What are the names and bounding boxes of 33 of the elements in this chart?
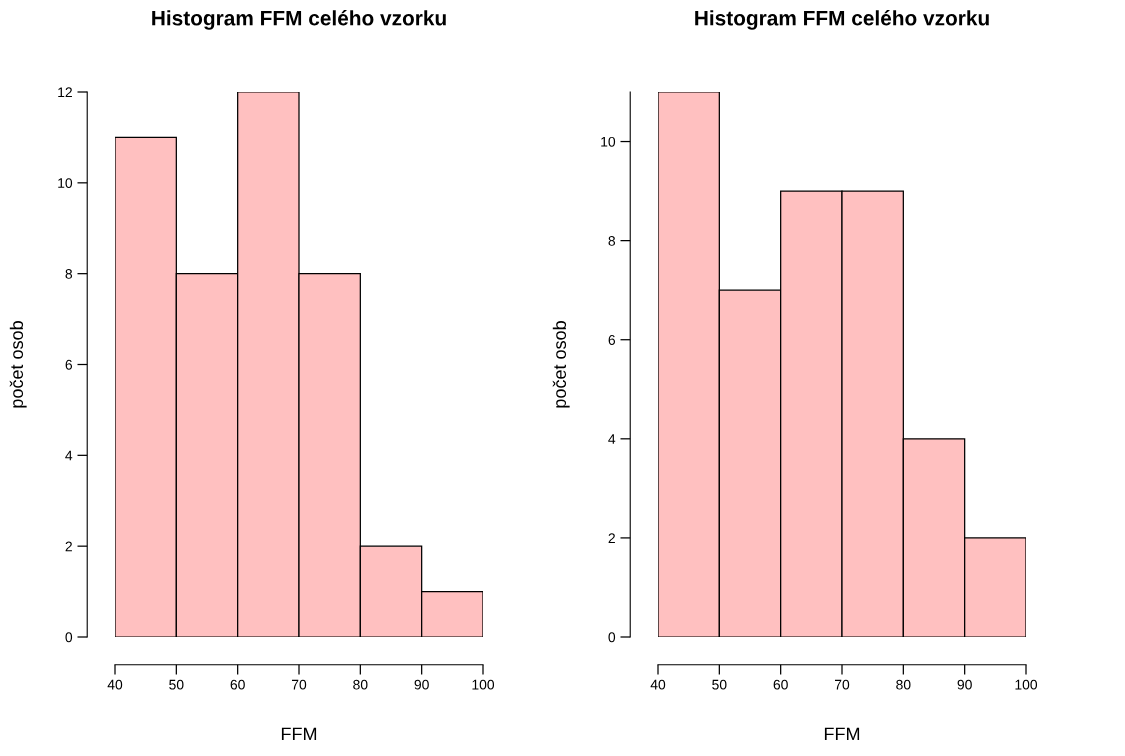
chart-title: Histogram FFM celého vzorku [152, 10, 446, 30]
y-tick-label: 6 [65, 359, 73, 370]
y-tick-label: 8 [608, 235, 616, 246]
x-tick-label: 60 [230, 679, 245, 690]
x-tick-label: 70 [291, 679, 307, 690]
x-tick-label: 50 [169, 679, 184, 690]
x-tick-label: 70 [834, 679, 850, 690]
x-tick-label: 100 [472, 679, 495, 690]
y-tick-label: 2 [608, 533, 615, 543]
x-tick-label: 40 [650, 679, 666, 690]
y-tick-label: 10 [601, 136, 616, 147]
y-tick-label: 10 [58, 178, 73, 188]
y-axis-title: počet osob [9, 321, 27, 408]
x-tick-label: 80 [896, 679, 911, 690]
y-tick-label: 0 [65, 632, 73, 643]
x-tick-label: 100 [1015, 679, 1038, 690]
y-tick-label: 0 [608, 632, 616, 643]
x-tick-label: 90 [414, 679, 429, 690]
x-tick-label: 80 [353, 679, 368, 690]
x-tick-label: 40 [107, 679, 123, 690]
y-tick-label: 8 [65, 269, 73, 279]
y-tick-label: 4 [65, 450, 73, 461]
x-tick-label: 60 [773, 679, 788, 690]
x-tick-label: 90 [957, 679, 972, 690]
y-tick-label: 2 [65, 541, 72, 552]
y-tick-label: 4 [608, 434, 616, 444]
x-axis-title: FFM [281, 727, 317, 741]
y-axis-title: počet osob [552, 321, 570, 408]
x-axis-title: FFM [824, 727, 860, 741]
x-tick-label: 50 [712, 679, 727, 690]
y-tick-label: 6 [608, 335, 616, 345]
chart-title: Histogram FFM celého vzorku [695, 10, 989, 30]
y-tick-label: 12 [58, 87, 72, 98]
